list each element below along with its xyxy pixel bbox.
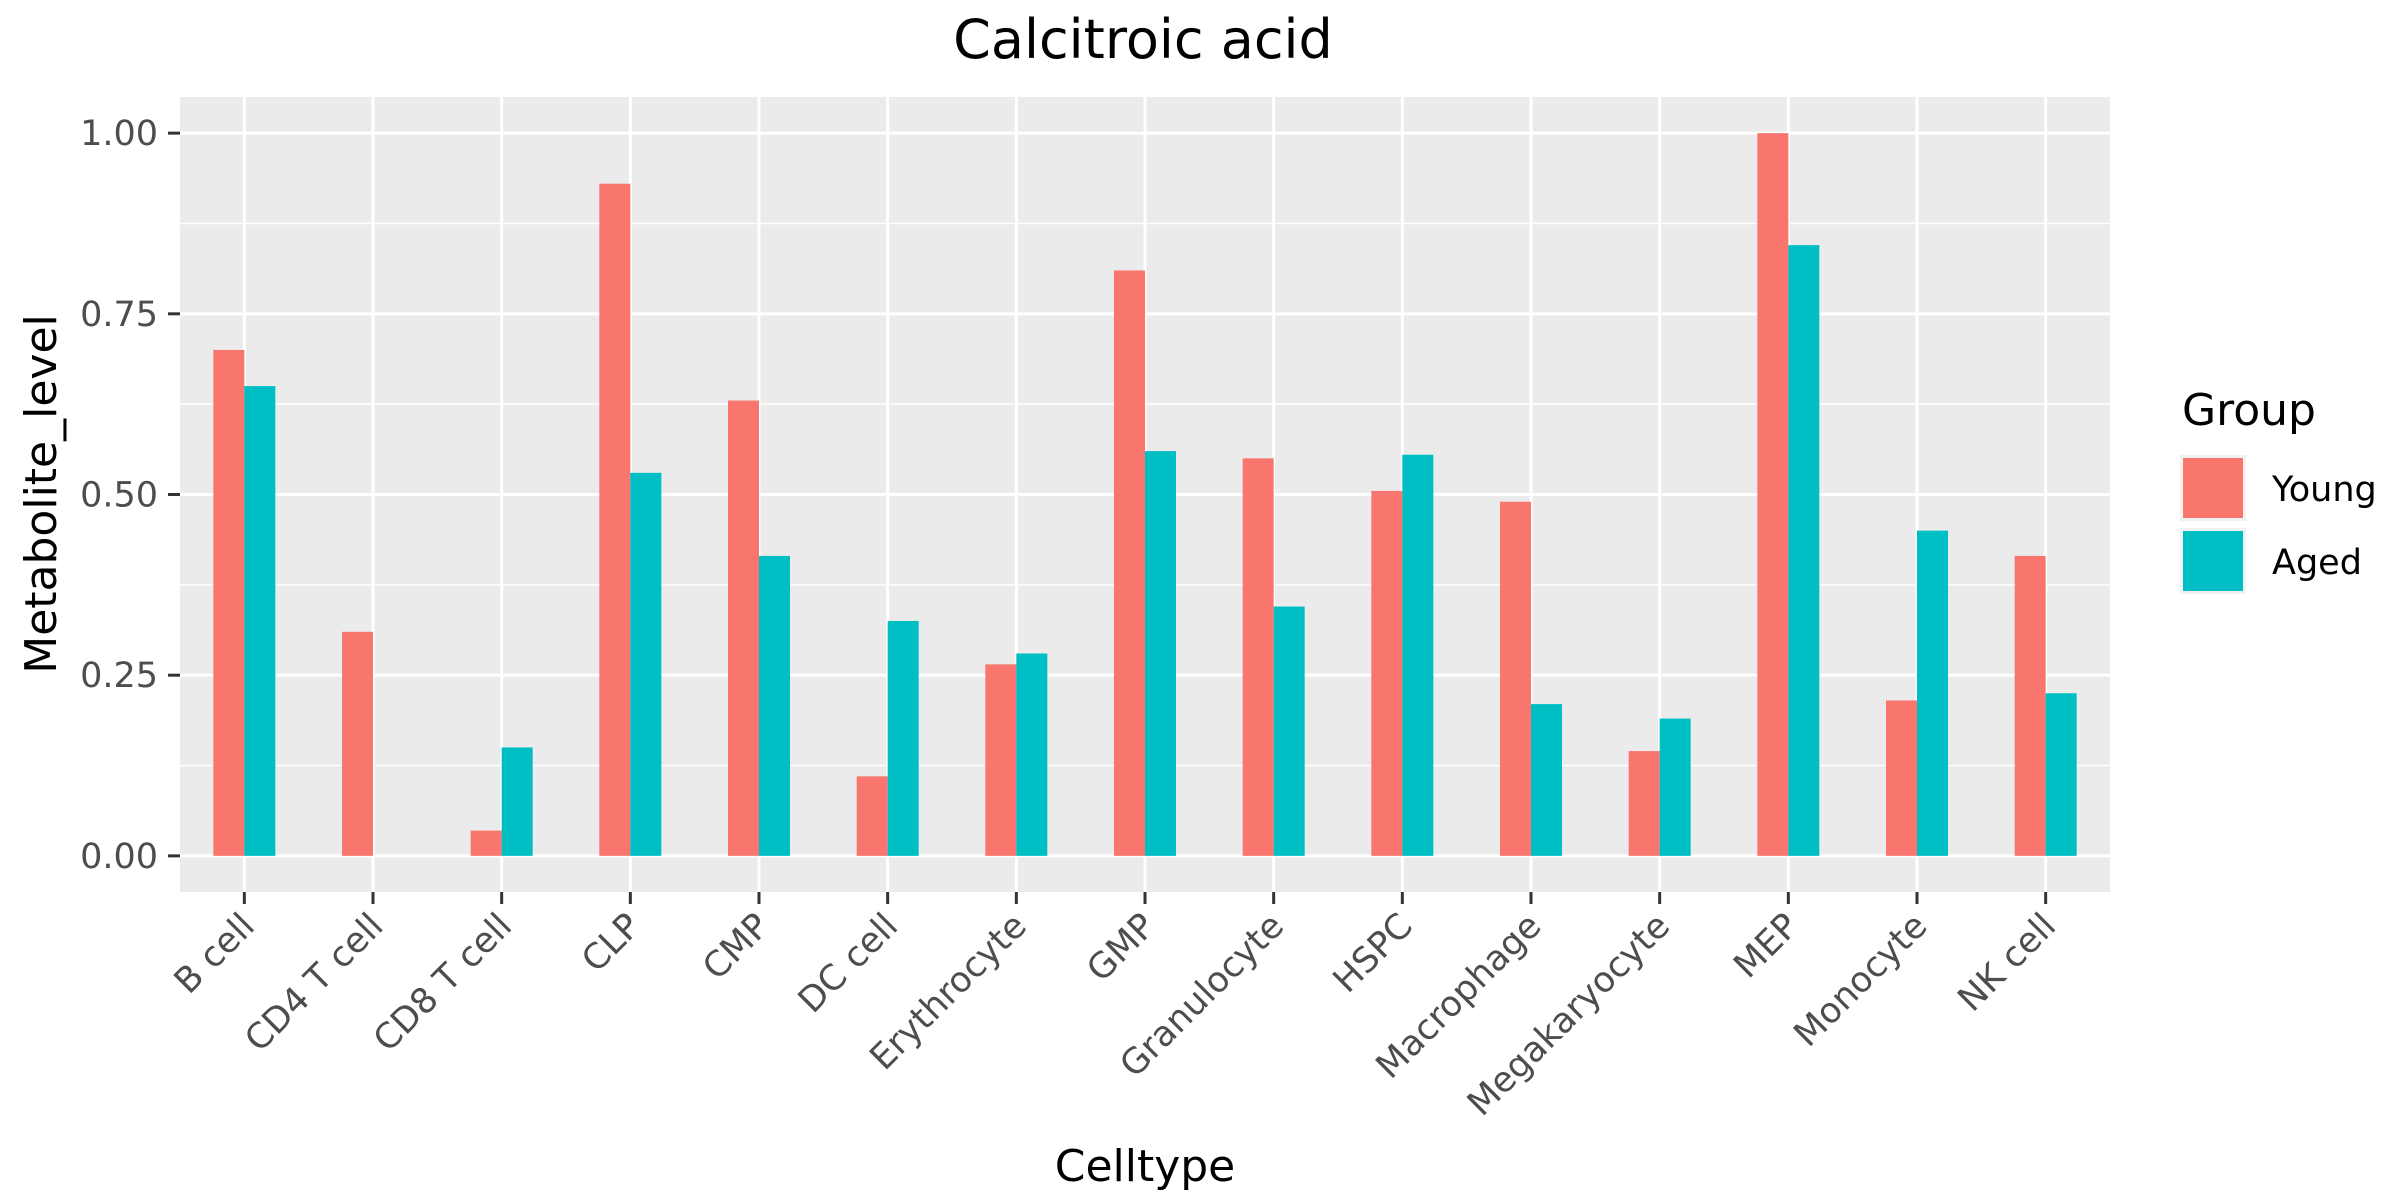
bar-young-clp [599,183,631,856]
x-tick-label: CD8 T cell [366,906,520,1060]
x-axis-title: Celltype [1055,1141,1236,1192]
x-tick-label: CLP [574,906,648,980]
x-tick-label: Monocyte [1787,906,1936,1055]
bar-aged-megakaryocyte [1659,718,1691,856]
bar-young-hspc [1371,490,1403,856]
chart-title: Calcitroic acid [953,8,1333,71]
bar-aged-dc-cell [887,620,919,856]
x-tick-label: MEP [1726,906,1806,986]
legend: Group Young Aged [2180,385,2377,594]
bar-aged-cd8-t-cell [501,747,533,856]
bar-young-megakaryocyte [1628,751,1660,856]
y-tick-label: 0.50 [80,476,158,516]
legend-label-young: Young [2271,470,2377,510]
bar-young-granulocyte [1242,458,1274,856]
bar-aged-macrophage [1531,704,1562,856]
x-tick-label: HSPC [1326,906,1421,1001]
bars [213,133,2077,856]
x-tick-label: B cell [167,906,263,1002]
y-tick-label: 0.25 [80,656,158,696]
x-tick-label: CMP [696,906,778,988]
x-tick-label: CD4 T cell [238,906,392,1060]
legend-title: Group [2182,385,2316,436]
y-tick-label: 1.00 [80,114,158,154]
y-tick-label: 0.75 [80,295,158,335]
y-axis: 0.00 0.25 0.50 0.75 1.00 [80,114,180,877]
bar-young-cd8-t-cell [470,830,502,856]
y-tick-label: 0.00 [80,837,158,877]
bar-aged-mep [1788,245,1820,856]
legend-label-aged: Aged [2272,543,2362,583]
bar-aged-gmp [1145,451,1176,856]
bar-aged-b-cell [244,386,276,856]
bar-young-nk-cell [2014,555,2046,856]
bar-aged-clp [630,472,662,856]
bar-young-b-cell [213,349,245,856]
bar-young-dc-cell [856,776,888,856]
x-tick-label: DC cell [791,906,906,1021]
y-axis-title: Metabolite_level [16,314,67,674]
legend-items: Young Aged [2180,455,2377,594]
bar-young-erythrocyte [985,664,1017,856]
legend-swatch-aged [2183,531,2243,591]
legend-swatch-young [2183,458,2243,518]
bar-young-gmp [1114,270,1145,856]
bar-young-mep [1757,133,1789,856]
bar-aged-erythrocyte [1016,653,1048,856]
x-tick-label: NK cell [1951,906,2064,1019]
bar-aged-cmp [759,555,790,856]
bar-aged-hspc [1402,454,1434,856]
bar-aged-nk-cell [2045,693,2077,856]
bar-young-macrophage [1500,501,1531,856]
bar-young-cd4-t-cell [342,631,373,856]
bar-young-cmp [728,400,759,856]
bar-aged-monocyte [1917,530,1948,856]
bar-aged-granulocyte [1273,606,1305,856]
bar-young-monocyte [1886,700,1917,856]
x-tick-label: GMP [1080,906,1164,990]
